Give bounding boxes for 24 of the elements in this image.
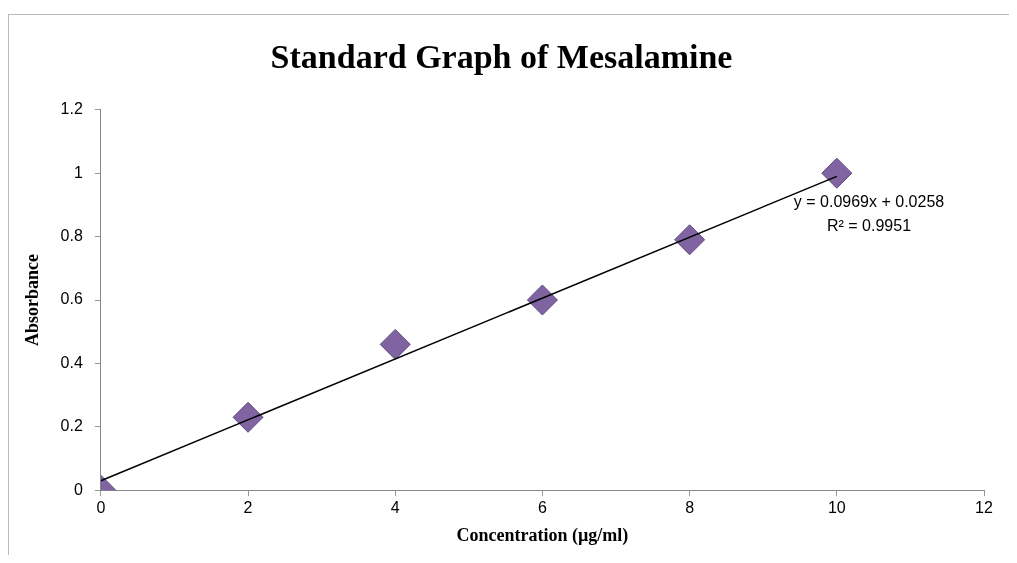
y-tick-label: 0.8 [60, 227, 83, 245]
x-tick-label: 4 [390, 499, 400, 517]
y-tick-label: 0 [73, 480, 83, 498]
annotation: R² = 0.9951 [826, 217, 912, 235]
x-tick-label: 2 [243, 499, 253, 517]
chart-title: Standard Graph of Mesalamine [270, 38, 733, 76]
x-tick-label: 8 [685, 499, 695, 517]
x-tick-label: 6 [537, 499, 547, 517]
x-tick-label: 10 [827, 499, 846, 517]
point [232, 401, 264, 433]
y-tick-label: 1 [73, 163, 83, 181]
y-tick-label: 1.2 [60, 100, 83, 118]
y-tick-label: 0.4 [60, 353, 83, 371]
point [379, 328, 411, 360]
x-axis-title: Concentration (µg/ml) [456, 524, 629, 546]
point [526, 284, 558, 316]
y-tick-label: 0.6 [60, 290, 83, 308]
x-tick-label: 0 [96, 499, 106, 517]
annotation: y = 0.0969x + 0.0258 [793, 193, 945, 211]
point [821, 157, 853, 189]
y-tick-label: 0.2 [60, 417, 83, 435]
point [674, 224, 706, 256]
x-tick-label: 12 [975, 499, 993, 517]
y-axis-title: Absorbance [22, 253, 43, 347]
